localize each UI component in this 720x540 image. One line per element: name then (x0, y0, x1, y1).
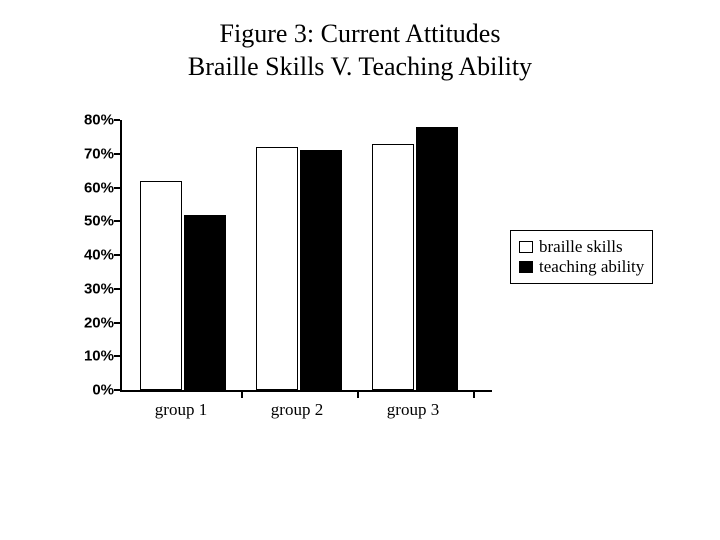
y-tick-label: 60% (60, 179, 120, 196)
legend-swatch (519, 241, 533, 253)
y-tick-mark (114, 254, 120, 256)
legend-item-1: braille skills (519, 237, 644, 257)
x-tick-mark (473, 392, 475, 398)
legend-item-2: teaching ability (519, 257, 644, 277)
y-tick-label: 50% (60, 213, 120, 230)
y-tick-mark (114, 187, 120, 189)
y-tick-label: 80% (60, 112, 120, 129)
plot-area (120, 120, 492, 392)
legend: braille skillsteaching ability (510, 230, 653, 284)
y-tick-mark (114, 288, 120, 290)
x-label-1: group 1 (155, 400, 207, 420)
y-tick-label: 10% (60, 348, 120, 365)
legend-label: teaching ability (539, 257, 644, 277)
y-tick-mark (114, 355, 120, 357)
title-line-2: Braille Skills V. Teaching Ability (0, 51, 720, 84)
x-label-2: group 2 (271, 400, 323, 420)
bar-teaching-ability-3 (416, 127, 458, 390)
legend-label: braille skills (539, 237, 623, 257)
x-tick-mark (241, 392, 243, 398)
y-tick-mark (114, 119, 120, 121)
x-tick-mark (357, 392, 359, 398)
bar-teaching-ability-1 (184, 215, 226, 391)
y-tick-mark (114, 322, 120, 324)
y-tick-mark (114, 220, 120, 222)
title-line-1: Figure 3: Current Attitudes (0, 18, 720, 51)
y-tick-label: 30% (60, 280, 120, 297)
y-tick-label: 40% (60, 247, 120, 264)
bar-braille-skills-1 (140, 181, 182, 390)
y-tick-label: 20% (60, 314, 120, 331)
legend-swatch (519, 261, 533, 273)
chart-title: Figure 3: Current Attitudes Braille Skil… (0, 0, 720, 83)
bar-braille-skills-3 (372, 144, 414, 390)
bar-teaching-ability-2 (300, 150, 342, 390)
y-tick-mark (114, 389, 120, 391)
chart-area: braille skillsteaching ability 0% 10% 20% 3… (60, 110, 660, 450)
x-label-3: group 3 (387, 400, 439, 420)
y-tick-label: 0% (60, 382, 120, 399)
bar-braille-skills-2 (256, 147, 298, 390)
y-tick-mark (114, 153, 120, 155)
y-tick-label: 70% (60, 145, 120, 162)
